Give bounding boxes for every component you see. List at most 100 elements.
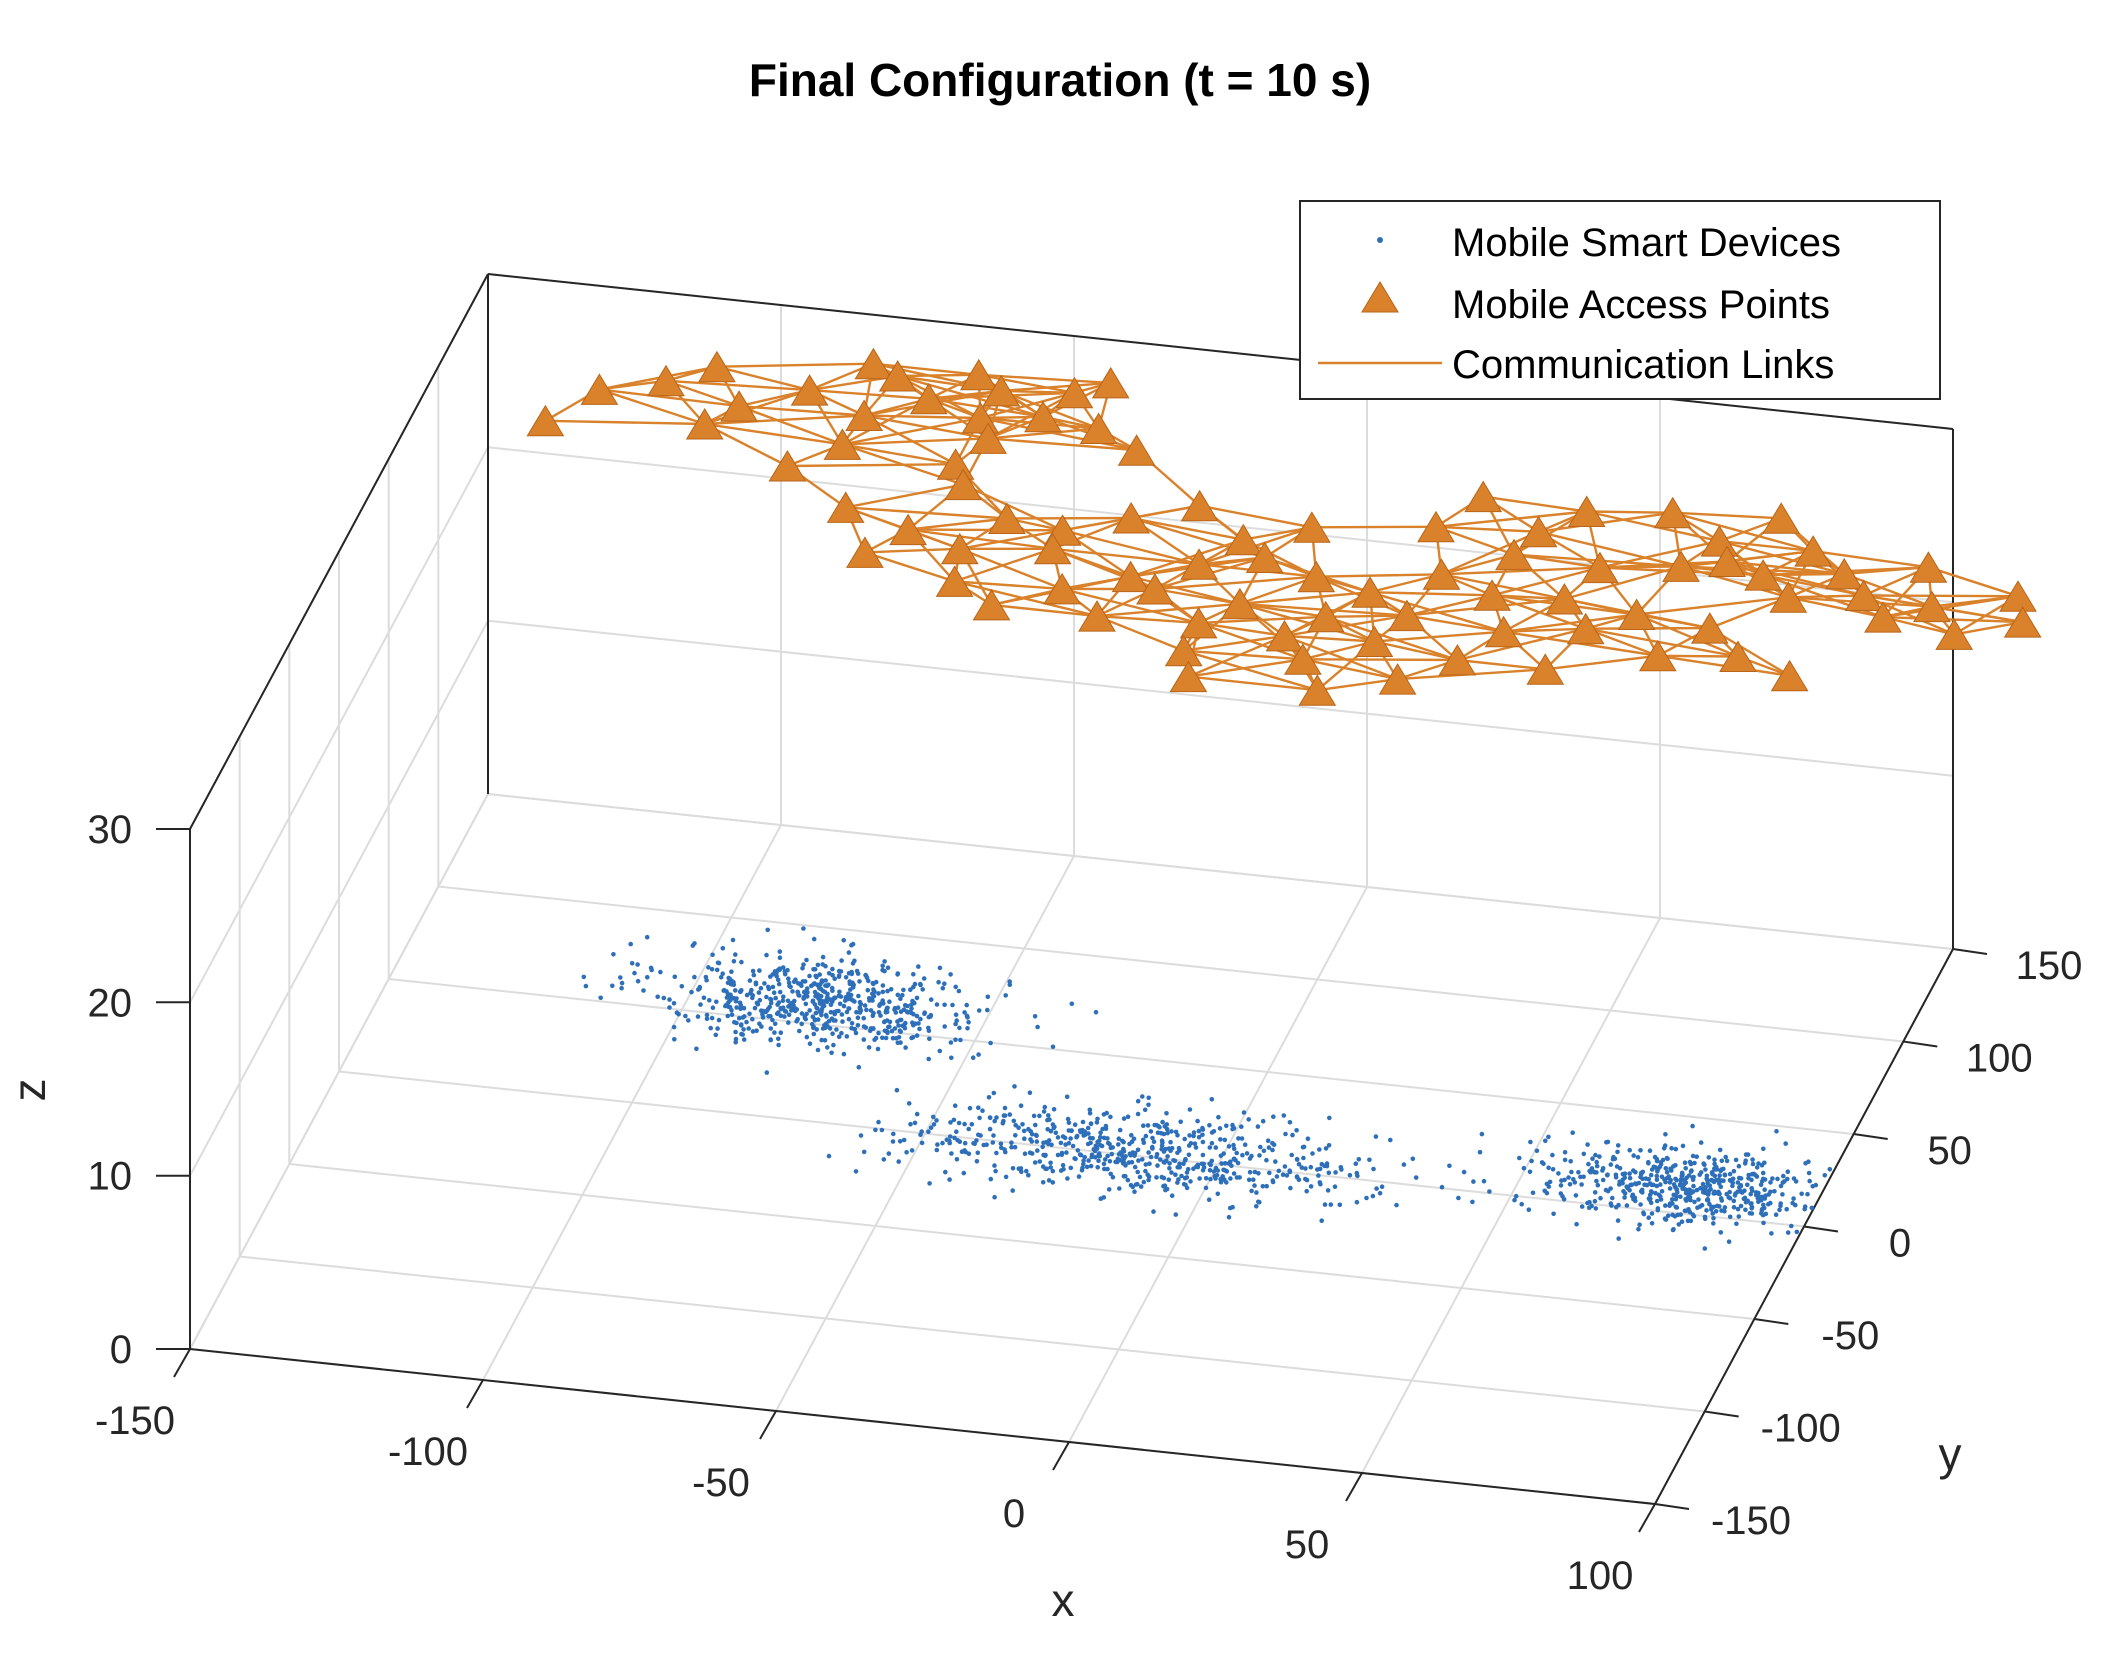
access-point-marker — [1744, 559, 1782, 591]
communication-link — [1374, 630, 1504, 643]
legend-triangle-marker — [1361, 281, 1399, 313]
device-point — [1064, 1150, 1069, 1155]
device-point — [1677, 1183, 1683, 1188]
communication-link — [1096, 614, 1199, 625]
device-point — [942, 1024, 947, 1029]
communication-link — [1441, 566, 1600, 576]
device-point — [635, 978, 641, 984]
device-point — [1160, 1140, 1165, 1145]
device-point — [1007, 982, 1013, 987]
device-point — [1576, 1170, 1581, 1175]
device-point — [992, 1118, 997, 1124]
device-point — [879, 1127, 885, 1133]
device-point — [1255, 1124, 1261, 1129]
access-point-marker — [846, 536, 884, 568]
access-point-marker — [1306, 600, 1345, 633]
device-point — [1116, 1136, 1122, 1141]
device-point — [1688, 1161, 1694, 1167]
device-point — [1299, 1165, 1305, 1170]
device-point — [1649, 1221, 1655, 1226]
device-point — [826, 1153, 832, 1159]
device-point — [918, 1016, 923, 1022]
device-point — [1353, 1161, 1359, 1166]
device-point — [1042, 1104, 1048, 1110]
device-point — [1718, 1184, 1724, 1190]
device-point — [1209, 1158, 1215, 1164]
device-point — [1267, 1170, 1272, 1176]
device-point — [1593, 1206, 1599, 1211]
device-point — [1605, 1172, 1610, 1178]
device-point — [841, 1003, 847, 1009]
device-point — [1282, 1164, 1288, 1169]
device-point — [1141, 1123, 1146, 1128]
device-point — [1183, 1157, 1188, 1162]
device-point — [1185, 1166, 1191, 1172]
communication-link — [864, 547, 960, 554]
device-point — [1704, 1208, 1709, 1213]
device-point — [953, 1037, 958, 1042]
device-point — [1236, 1136, 1241, 1141]
device-point — [855, 1023, 861, 1028]
device-point — [655, 994, 660, 1000]
device-point — [1627, 1175, 1633, 1181]
device-point — [1665, 1213, 1671, 1218]
device-point — [1195, 1118, 1200, 1124]
access-point-marker — [1464, 480, 1503, 513]
device-point — [756, 990, 762, 995]
device-point — [1317, 1180, 1323, 1185]
device-point — [1627, 1171, 1632, 1176]
device-point — [1148, 1154, 1154, 1160]
device-point — [887, 1019, 893, 1025]
access-point-marker — [982, 374, 1021, 407]
device-point — [1323, 1146, 1329, 1151]
device-point — [1226, 1214, 1232, 1220]
device-point — [1530, 1190, 1536, 1196]
device-point — [1060, 1163, 1066, 1168]
access-point-marker — [1265, 619, 1304, 652]
communication-link — [1882, 615, 1955, 636]
device-point — [1146, 1174, 1152, 1179]
device-point — [1690, 1175, 1695, 1180]
device-point — [1699, 1202, 1705, 1208]
device-point — [641, 988, 646, 993]
device-point — [1137, 1174, 1143, 1180]
device-point — [753, 981, 759, 987]
device-point — [1585, 1142, 1590, 1147]
device-point — [1611, 1154, 1616, 1160]
device-point — [1662, 1216, 1668, 1221]
device-point — [1055, 1152, 1061, 1158]
device-point — [1727, 1171, 1733, 1177]
device-point — [987, 1115, 993, 1121]
device-point — [1176, 1177, 1181, 1182]
device-point — [1410, 1156, 1416, 1162]
device-point — [1785, 1169, 1791, 1174]
device-point — [824, 1014, 829, 1019]
access-point-marker — [1700, 525, 1739, 557]
communication-link — [1130, 575, 1241, 605]
device-point — [786, 1020, 791, 1025]
device-point — [812, 967, 818, 972]
device-point — [644, 934, 650, 940]
mobile-smart-devices-series — [581, 926, 1833, 1251]
device-point — [857, 1006, 863, 1012]
device-point — [1711, 1221, 1716, 1226]
device-point — [1196, 1134, 1202, 1140]
communication-link — [1188, 658, 1304, 678]
device-point — [1668, 1177, 1673, 1183]
axes — [156, 273, 1988, 1533]
access-point-marker — [1825, 557, 1864, 590]
device-point — [1107, 1159, 1113, 1164]
device-point — [1759, 1162, 1765, 1168]
device-point — [1761, 1220, 1766, 1226]
communication-link — [1302, 658, 1458, 662]
communication-link — [1538, 530, 1682, 568]
device-point — [1181, 1161, 1186, 1166]
device-point — [1273, 1159, 1278, 1164]
communication-link — [1188, 675, 1318, 692]
device-point — [1479, 1131, 1485, 1137]
device-point — [1206, 1197, 1212, 1202]
device-point — [796, 981, 801, 986]
device-point — [1655, 1207, 1661, 1213]
communication-link — [1636, 613, 1711, 630]
device-point — [1702, 1246, 1708, 1251]
